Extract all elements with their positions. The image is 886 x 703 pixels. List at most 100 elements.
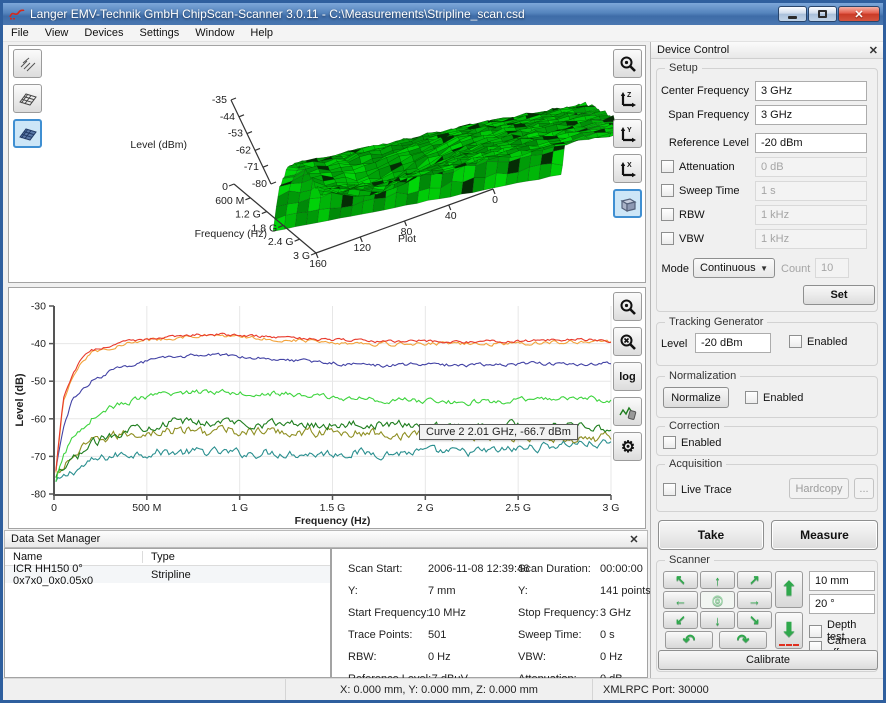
plot2d-zoom-reset-button[interactable] xyxy=(613,327,642,356)
z-limit-line xyxy=(779,644,799,646)
axis-z-icon: Z xyxy=(618,89,638,109)
set-button[interactable]: Set xyxy=(803,285,875,305)
info-label-sweep-time: Sweep Time: xyxy=(518,629,582,641)
scanner-move-down-button[interactable]: ↓ xyxy=(700,611,735,629)
attenuation-checkbox[interactable] xyxy=(661,160,674,173)
normalize-button[interactable]: Normalize xyxy=(663,387,729,408)
scanner-label: Scanner xyxy=(665,554,714,566)
plot3d-axis-y-button[interactable]: Y xyxy=(613,119,642,148)
tg-enabled-checkbox[interactable] xyxy=(789,335,802,348)
device-control-close-icon[interactable]: ✕ xyxy=(869,44,878,57)
dsm-close-icon[interactable]: ✕ xyxy=(627,533,641,546)
scanner-move-up-right-button[interactable]: ↗ xyxy=(737,571,772,589)
axis-tick-label: 0 xyxy=(222,181,228,193)
menu-view[interactable]: View xyxy=(37,26,77,40)
menu-file[interactable]: File xyxy=(3,26,37,40)
maximize-button[interactable] xyxy=(808,6,837,22)
info-value-sweep-time: 0 s xyxy=(600,629,615,641)
center-frequency-field[interactable]: 3 GHz xyxy=(755,81,867,101)
sweep-time-field[interactable]: 1 s xyxy=(755,181,867,201)
more-button[interactable]: ... xyxy=(854,478,874,499)
acquisition-group: Acquisition Live Trace Hardcopy ... xyxy=(656,464,878,512)
plot3d-axis-z-button[interactable]: Z xyxy=(613,84,642,113)
live-trace-checkbox[interactable] xyxy=(663,483,676,496)
vbw-field[interactable]: 1 kHz xyxy=(755,229,867,249)
z-up-button[interactable]: ⬆ xyxy=(775,571,803,608)
y-axis-label: Level (dB) xyxy=(14,373,26,427)
norm-enabled-checkbox[interactable] xyxy=(745,391,758,404)
rbw-checkbox[interactable] xyxy=(661,208,674,221)
scanner-move-right-button[interactable]: → xyxy=(737,591,772,609)
acquisition-label: Acquisition xyxy=(665,458,726,470)
view-surface-wireframe-button[interactable] xyxy=(13,84,42,113)
svg-text:⚙: ⚙ xyxy=(620,439,634,456)
scanner-rotate-ccw-button[interactable]: ↶ xyxy=(665,631,713,649)
column-header-type[interactable]: Type xyxy=(143,551,175,563)
scanner-move-up-left-button[interactable]: ↖ xyxy=(663,571,698,589)
plot2d-remove-curve-button[interactable] xyxy=(613,397,642,426)
hardcopy-button[interactable]: Hardcopy xyxy=(789,478,849,499)
minimize-button[interactable] xyxy=(778,6,807,22)
axis-tick-label: -35 xyxy=(212,94,227,106)
move-down-icon: ↓ xyxy=(714,613,721,628)
surface-3d-plot[interactable]: -35-44-53-62-71-80Level (dBm)0600 M1.2 G… xyxy=(9,46,645,282)
correction-enabled-checkbox[interactable] xyxy=(663,436,676,449)
info-label-vbw: VBW: xyxy=(518,651,546,663)
spectrum-2d-plot[interactable]: -30-40-50-60-70-800500 M1 G1.5 G2 G2.5 G… xyxy=(9,288,645,528)
tg-level-field[interactable]: -20 dBm xyxy=(695,333,771,353)
sweep-time-checkbox[interactable] xyxy=(661,184,674,197)
menu-settings[interactable]: Settings xyxy=(132,26,188,40)
plot3d-view-3d-button[interactable] xyxy=(613,189,642,218)
plot3d-axis-x-button[interactable]: X xyxy=(613,154,642,183)
column-header-name[interactable]: Name xyxy=(5,551,143,563)
calibrate-button[interactable]: Calibrate xyxy=(658,650,878,670)
scanner-rotate-cw-button[interactable]: ↷ xyxy=(719,631,767,649)
axis-tick-label: 500 M xyxy=(132,502,161,514)
axis-tick-label: 0 xyxy=(51,502,57,514)
span-frequency-label: Span Frequency xyxy=(657,109,749,121)
menu-devices[interactable]: Devices xyxy=(76,26,131,40)
step-size-field[interactable]: 10 mm xyxy=(809,571,875,591)
mode-value: Continuous xyxy=(700,262,756,274)
menu-help[interactable]: Help xyxy=(242,26,281,40)
dataset-type-cell: Stripline xyxy=(143,569,191,581)
rotation-angle-field[interactable]: 20 ° xyxy=(809,594,875,614)
menu-window[interactable]: Window xyxy=(187,26,242,40)
table-row[interactable]: ICR HH150 0° 0x7x0_0x0.05x0Stripline xyxy=(5,566,330,583)
move-up-right-icon: ↗ xyxy=(749,572,760,588)
plot2d-settings-button[interactable]: ⚙ xyxy=(613,432,642,461)
curve-tooltip: Curve 2 2.01 GHz, -66.7 dBm xyxy=(419,424,578,440)
mode-dropdown[interactable]: Continuous ▼ xyxy=(693,258,775,278)
dataset-table: Name Type ICR HH150 0° 0x7x0_0x0.05x0Str… xyxy=(4,548,331,678)
rbw-field[interactable]: 1 kHz xyxy=(755,205,867,225)
plot2d-zoom-button[interactable] xyxy=(613,292,642,321)
attenuation-field[interactable]: 0 dB xyxy=(755,157,867,177)
take-button[interactable]: Take xyxy=(658,520,764,550)
info-value-start-frequency: 10 MHz xyxy=(428,607,466,619)
info-value-stop-frequency: 3 GHz xyxy=(600,607,631,619)
plot3d-zoom-button[interactable] xyxy=(613,49,642,78)
vbw-checkbox[interactable] xyxy=(661,232,674,245)
reference-level-field[interactable]: -20 dBm xyxy=(755,133,867,153)
scanner-move-down-left-button[interactable]: ↙ xyxy=(663,611,698,629)
scanner-move-down-right-button[interactable]: ↘ xyxy=(737,611,772,629)
info-label-y: Y: xyxy=(348,585,358,597)
move-down-right-icon: ↘ xyxy=(749,612,760,628)
correction-enabled-row: Enabled xyxy=(663,436,721,449)
view-surface-solid-button[interactable] xyxy=(13,119,42,148)
status-position: X: 0.000 mm, Y: 0.000 mm, Z: 0.000 mm xyxy=(286,679,593,700)
measure-button[interactable]: Measure xyxy=(771,520,878,550)
scanner-move-left-button[interactable]: ← xyxy=(663,591,698,609)
scanner-move-up-button[interactable]: ↑ xyxy=(700,571,735,589)
plot2d-log-scale-button[interactable]: log xyxy=(613,362,642,391)
count-field[interactable]: 10 xyxy=(815,258,849,278)
z-down-button[interactable]: ⬇ xyxy=(775,612,803,649)
dsm-title: Data Set Manager xyxy=(11,533,100,545)
view-surface-points-button[interactable] xyxy=(13,49,42,78)
scanner-center-button[interactable]: ◎ xyxy=(700,591,735,609)
device-control-title: Device Control xyxy=(657,44,729,56)
span-frequency-field[interactable]: 3 GHz xyxy=(755,105,867,125)
close-button[interactable]: ✕ xyxy=(838,6,880,22)
axis-tick-label: -60 xyxy=(31,413,46,425)
tracking-generator-label: Tracking Generator xyxy=(665,316,767,328)
